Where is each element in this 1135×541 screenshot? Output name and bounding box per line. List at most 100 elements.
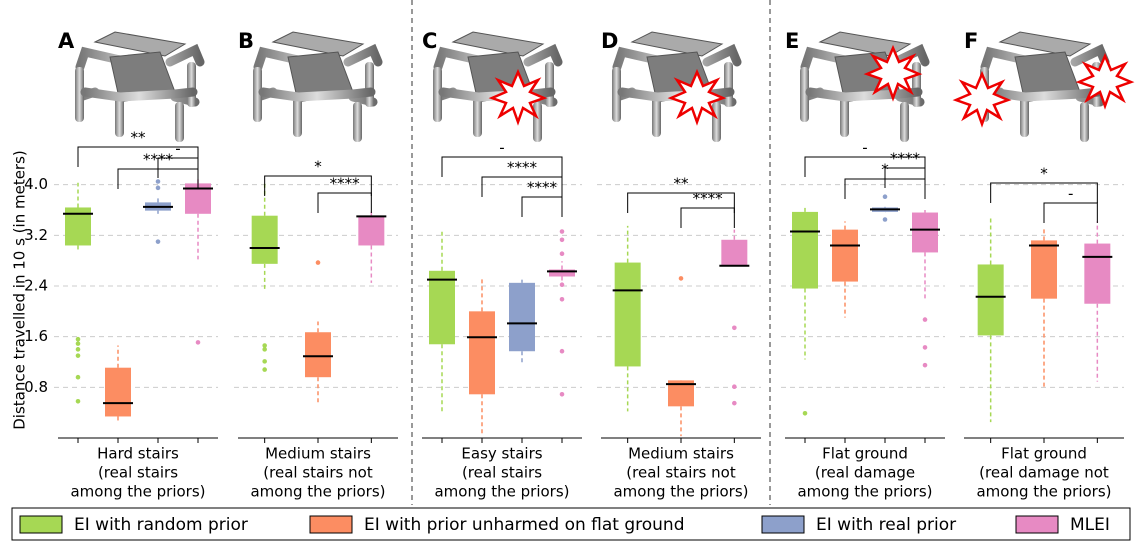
- x-axis-label: among the priors): [70, 483, 205, 501]
- legend-swatch: [19, 515, 63, 534]
- box: [792, 211, 818, 289]
- flier: [155, 185, 161, 191]
- panel-label: E: [785, 29, 799, 53]
- y-tick-label: 0.8: [24, 378, 48, 396]
- significance-label: ****: [507, 159, 538, 177]
- box: [1031, 240, 1057, 299]
- legend-swatch: [1015, 515, 1059, 534]
- x-axis-label: (real damage: [815, 464, 915, 482]
- x-axis-label: Medium stairs: [628, 445, 734, 463]
- box: [549, 269, 575, 277]
- x-axis-label: Flat ground: [822, 445, 908, 463]
- significance-label: -: [1068, 185, 1073, 203]
- x-axis-label: Flat ground: [1001, 445, 1087, 463]
- significance-bracket: [844, 178, 926, 199]
- flier: [732, 325, 737, 331]
- x-axis-label: among the priors): [434, 483, 569, 501]
- x-axis-label: Medium stairs: [265, 445, 371, 463]
- box: [614, 262, 641, 367]
- panel-label: B: [238, 29, 254, 53]
- box: [721, 239, 748, 266]
- significance-bracket: [264, 175, 372, 196]
- legend-frame: [11, 507, 1131, 541]
- significance-label: ****: [693, 190, 724, 208]
- panel-label: F: [964, 29, 978, 53]
- y-tick-label: 4.0: [24, 175, 48, 193]
- flier: [262, 359, 267, 364]
- x-axis-label: (real stairs: [98, 464, 178, 482]
- flier: [559, 229, 565, 234]
- flier: [732, 400, 737, 406]
- flier: [262, 347, 267, 352]
- y-tick-label: 1.6: [24, 327, 48, 345]
- panel-label: C: [422, 29, 437, 53]
- flier: [732, 384, 737, 390]
- flier: [922, 362, 928, 368]
- y-axis-label: Distance travelled in 10 s (in meters): [11, 150, 29, 430]
- box: [105, 367, 131, 417]
- panel-label: D: [601, 29, 618, 53]
- flier: [559, 297, 565, 302]
- damage-star: [490, 70, 546, 124]
- significance-bracket: [77, 146, 199, 167]
- significance-bracket: [1043, 202, 1098, 223]
- significance-bracket: [627, 192, 735, 213]
- damage-star: [1077, 54, 1133, 108]
- flier: [75, 353, 81, 358]
- significance-label: *: [314, 158, 322, 176]
- significance-label: ****: [890, 150, 921, 168]
- x-axis-label: (real stairs not: [626, 464, 736, 482]
- flier: [882, 194, 888, 199]
- robot-image: [253, 32, 378, 142]
- flier: [922, 317, 928, 322]
- significance-label: **: [131, 129, 147, 147]
- x-axis-label: among the priors): [797, 483, 932, 501]
- robot-image: [433, 32, 558, 142]
- flier: [75, 374, 81, 380]
- significance-label: -: [175, 140, 180, 158]
- damage-star: [669, 70, 725, 124]
- box: [1084, 243, 1111, 304]
- flier: [559, 392, 565, 397]
- box: [832, 229, 858, 282]
- flier: [262, 343, 267, 348]
- significance-bracket: [884, 167, 926, 188]
- box: [977, 264, 1004, 336]
- flier: [315, 260, 321, 265]
- panel-label: A: [58, 29, 75, 53]
- significance-label: -: [862, 139, 867, 157]
- significance-bracket: [117, 168, 199, 189]
- flier: [155, 179, 161, 184]
- damage-star: [954, 72, 1010, 126]
- flier: [75, 341, 81, 346]
- flier: [559, 251, 565, 256]
- flier: [75, 347, 81, 352]
- box: [509, 282, 535, 352]
- significance-label: -: [499, 139, 504, 157]
- flier: [559, 282, 565, 288]
- flier: [678, 276, 684, 281]
- box: [305, 332, 331, 378]
- significance-bracket: [157, 157, 199, 178]
- significance-bracket: [990, 182, 1098, 203]
- x-axis-label: among the priors): [250, 483, 385, 501]
- flier: [559, 348, 565, 354]
- flier: [922, 345, 928, 350]
- box: [469, 311, 495, 395]
- flier: [75, 398, 81, 404]
- significance-label: *: [1040, 165, 1048, 183]
- x-axis-label: (real stairs: [462, 464, 542, 482]
- box: [358, 215, 385, 246]
- x-axis-label: (real damage not: [979, 464, 1109, 482]
- significance-label: ****: [330, 175, 361, 193]
- flier: [802, 411, 808, 416]
- x-axis-label: among the priors): [613, 483, 748, 501]
- y-tick-label: 3.2: [24, 226, 48, 244]
- x-axis-label: Easy stairs: [461, 445, 542, 463]
- legend-label: MLEI: [1070, 515, 1110, 535]
- flier: [155, 239, 161, 244]
- flier: [75, 336, 81, 342]
- x-axis-label: (real stairs not: [263, 464, 373, 482]
- flier: [195, 340, 201, 345]
- box: [251, 215, 278, 264]
